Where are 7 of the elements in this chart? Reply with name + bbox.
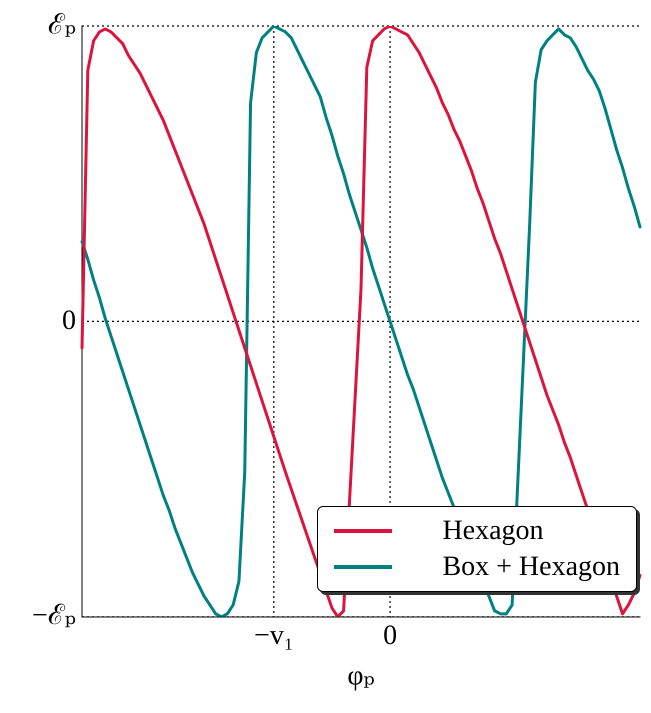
x-axis-title: φₚ — [347, 660, 375, 692]
text: −ℰₚ — [32, 600, 76, 632]
legend-label: Hexagon — [442, 515, 544, 547]
text: ℰₚ — [48, 9, 76, 40]
x-tick-label: −v₁ — [254, 620, 294, 651]
legend-label: Box + Hexagon — [442, 551, 620, 583]
text: 0 — [62, 304, 76, 336]
